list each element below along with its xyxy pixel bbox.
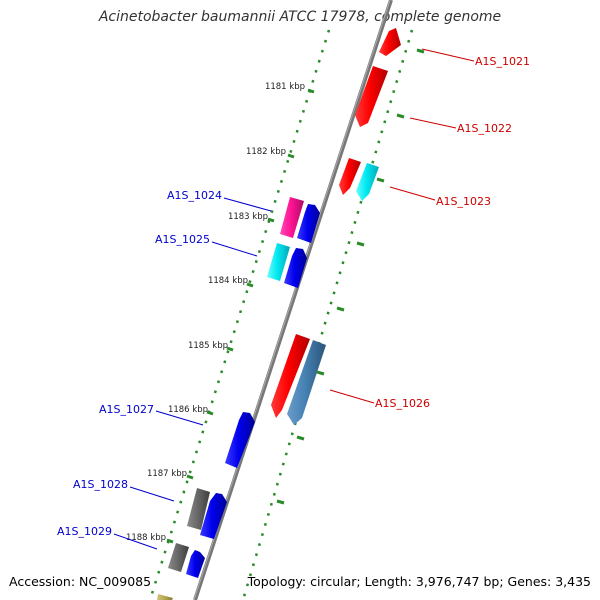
gene-label: A1S_1028 [73,478,128,491]
major-tick [246,282,254,288]
gene-a1s-1023a [339,158,361,195]
gene-a1s-1029b [186,550,205,578]
gene-a1s-1025a [267,243,290,281]
gene-a1s-1026b [287,340,326,425]
major-tick [276,499,285,505]
kbp-tick-label: 1188 kbp [126,533,166,543]
kbp-tick-label: 1185 kbp [188,341,228,351]
gene-label: A1S_1029 [57,525,112,538]
major-tick [307,88,315,94]
major-tick [206,410,214,416]
gene-label: A1S_1026 [375,397,430,410]
leader-line [223,197,272,212]
leader-line [421,48,475,62]
kbp-tick-label: 1181 kbp [265,82,305,92]
genome-summary-text: Topology: circular; Length: 3,976,747 bp… [247,574,591,589]
gene-label: A1S_1024 [167,189,222,202]
major-tick [296,435,305,441]
gene-labels: A1S_1021 A1S_1022 A1S_1023 A1S_1024 A1S_… [57,55,530,538]
genome-backbone-highlight [193,0,391,600]
outer-tick-ring [241,29,414,600]
kbp-tick-labels: 1181 kbp 1182 kbp 1183 kbp 1184 kbp 1185… [126,82,305,543]
inner-tick-ring [148,29,331,600]
leader-line [329,389,375,404]
forward-leader-lines [329,48,475,404]
major-tick [186,474,194,480]
leader-line [155,410,204,426]
gene-label: A1S_1021 [475,55,530,68]
gene-label: A1S_1025 [155,233,210,246]
forward-strand-features [271,28,401,425]
reverse-leader-lines [113,197,272,550]
gene-a1s-1024a [280,197,304,238]
major-tick [356,241,365,247]
gene-a1s-1029a [168,543,189,572]
gene-a1s-1028b [200,493,227,539]
genome-backbone [193,0,393,600]
gene-a1s-1022 [355,66,388,127]
leader-line [389,186,436,201]
major-tick [376,177,385,183]
gene-a1s-1023b [356,163,379,201]
gene-label: A1S_1027 [99,403,154,416]
map-title: Acinetobacter baumannii ATCC 17978, comp… [98,9,502,25]
accession-text: Accession: NC_009085 [9,574,152,589]
major-tick [396,113,405,119]
kbp-tick-label: 1187 kbp [147,469,187,479]
gene-a1s-1026a [271,334,310,418]
gene-a1s-1024b [297,204,320,243]
kbp-tick-label: 1184 kbp [208,276,248,286]
major-tick [226,346,234,352]
kbp-tick-label: 1186 kbp [168,405,208,415]
gene-a1s-1021 [379,28,401,56]
kbp-tick-label: 1182 kbp [246,147,286,157]
leader-line [113,533,158,550]
major-tick [316,370,325,376]
major-tick [166,538,174,544]
gene-label: A1S_1022 [457,122,512,135]
kbp-tick-label: 1183 kbp [228,212,268,222]
major-tick [267,217,275,223]
gene-a1s-1027 [225,412,255,468]
leader-line [129,486,175,502]
major-tick [416,48,425,54]
gene-label: A1S_1023 [436,195,491,208]
gene-next [157,594,173,600]
leader-line [211,241,258,257]
leader-line [409,117,457,129]
outer-major-ticks [276,48,425,505]
major-tick [287,153,295,159]
gene-a1s-1028a [187,488,210,530]
inner-major-ticks [166,88,315,544]
gene-a1s-1025b [284,248,307,288]
major-tick [336,306,345,312]
reverse-strand-features [157,197,320,600]
